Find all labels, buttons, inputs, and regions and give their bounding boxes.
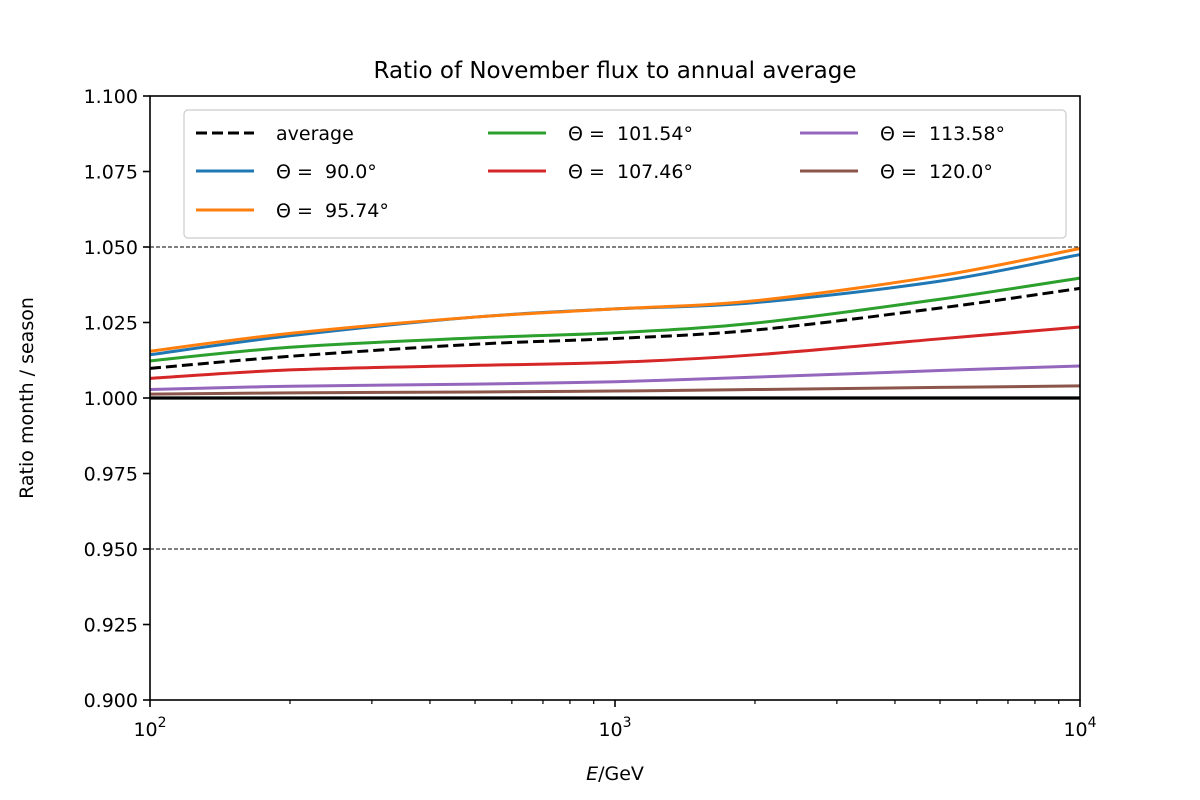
- series-line-2: [149, 247, 1081, 353]
- y-tick-label: 1.000: [84, 388, 138, 410]
- legend-label-2: Θ = 95.74°: [276, 200, 389, 222]
- series-line-4: [149, 325, 1081, 380]
- series-line-6: [149, 384, 1081, 396]
- y-tick-label: 1.050: [84, 237, 138, 259]
- legend-label-5: Θ = 113.58°: [880, 123, 1005, 145]
- series-line-3: [149, 276, 1081, 363]
- y-tick-label: 1.100: [84, 86, 138, 108]
- legend-label-4: Θ = 107.46°: [568, 161, 693, 183]
- y-tick-label: 1.075: [84, 162, 138, 184]
- x-tick-label: 102: [133, 715, 166, 741]
- legend: average Θ = 90.0° Θ = 95.74° Θ = 101.54° Θ =…: [183, 109, 1067, 239]
- legend-box: [183, 109, 1067, 239]
- y-axis-label: Ratio month / season: [16, 297, 38, 499]
- legend-label-0: average: [276, 123, 354, 145]
- y-tick-label: 0.975: [84, 464, 138, 486]
- legend-label-1: Θ = 90.0°: [276, 161, 377, 183]
- y-tick-label: 1.025: [84, 313, 138, 335]
- x-tick-label: 103: [598, 715, 631, 741]
- series-line-5: [149, 364, 1081, 392]
- y-tick-label: 0.900: [84, 690, 138, 712]
- axes: 0.900 0.925 0.950 0.975 1.000 1.025 1.050 1.075…: [84, 86, 1097, 741]
- x-axis-label: E/GeV: [586, 763, 644, 785]
- legend-label-6: Θ = 120.0°: [880, 161, 993, 183]
- plot-area: [149, 246, 1081, 550]
- legend-label-3: Θ = 101.54°: [568, 123, 693, 145]
- y-tick-label: 0.950: [84, 539, 138, 561]
- chart-title: Ratio of November flux to annual average: [374, 58, 857, 84]
- x-tick-label: 104: [1063, 715, 1096, 741]
- series-line-0: [149, 286, 1081, 370]
- y-tick-label: 0.925: [84, 615, 138, 637]
